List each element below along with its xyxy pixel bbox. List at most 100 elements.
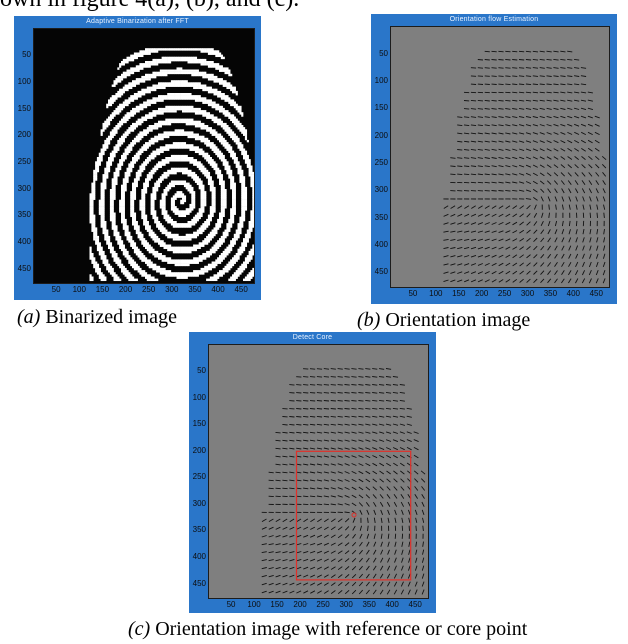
ridge-pixel (156, 218, 159, 222)
ridge-pixel (145, 48, 148, 51)
ridge-pixel (198, 208, 201, 211)
ridge-pixel (100, 150, 103, 154)
ridge-pixel (163, 135, 166, 139)
ridge-pixel (145, 148, 148, 151)
ridge-pixel (165, 257, 168, 260)
ridge-pixel (196, 148, 199, 151)
ridge-pixel (235, 257, 238, 260)
ridge-pixel (246, 276, 249, 279)
orientation-vector (595, 196, 599, 202)
ridge-pixel (219, 274, 222, 277)
ridge-pixel (124, 154, 127, 158)
ridge-pixel (235, 235, 238, 239)
ridge-pixel (141, 120, 144, 124)
orientation-vector (505, 116, 511, 118)
ridge-pixel (200, 165, 203, 168)
orientation-vector (491, 205, 497, 209)
ridge-pixel (132, 165, 135, 168)
ridge-pixel (161, 210, 164, 213)
ridge-pixel (111, 216, 114, 220)
ridge-pixel (220, 135, 223, 139)
ridge-pixel (206, 235, 209, 239)
ridge-pixel (165, 186, 168, 190)
ridge-pixel (148, 65, 151, 68)
ridge-pixel (141, 191, 144, 194)
ridge-pixel (167, 157, 170, 160)
orientation-vector (484, 148, 490, 151)
ridge-pixel (141, 212, 144, 215)
ridge-pixel (113, 174, 116, 177)
orientation-vector (553, 75, 559, 77)
ridge-pixel (126, 270, 129, 273)
ridge-pixel (113, 146, 116, 149)
ridge-pixel (150, 201, 153, 205)
ridge-pixel (222, 97, 225, 100)
orientation-vector (588, 155, 593, 161)
ridge-pixel (232, 242, 235, 245)
ridge-pixel (189, 110, 192, 113)
orientation-vector (323, 392, 330, 394)
ridge-pixel (143, 161, 146, 164)
ridge-pixel (220, 272, 223, 275)
ridge-pixel (113, 221, 116, 224)
orientation-vector (505, 83, 511, 86)
ridge-pixel (182, 169, 185, 173)
ridge-pixel (191, 146, 194, 149)
ridge-pixel (115, 180, 118, 183)
orientation-vector (560, 131, 566, 135)
orientation-vector (358, 439, 364, 442)
ridge-pixel (124, 114, 127, 117)
ridge-pixel (104, 146, 107, 149)
ridge-pixel (128, 233, 131, 237)
ridge-pixel (104, 225, 107, 228)
ridge-pixel (206, 127, 209, 130)
ridge-pixel (230, 152, 233, 156)
ridge-pixel (104, 223, 107, 226)
orientation-vector (560, 172, 566, 177)
orientation-vector (533, 204, 537, 210)
ridge-pixel (222, 210, 225, 213)
ridge-pixel (156, 216, 159, 220)
ridge-pixel (113, 178, 116, 181)
orientation-vector (470, 263, 477, 266)
ridge-pixel (248, 169, 251, 173)
ridge-pixel (235, 270, 238, 273)
ridge-pixel (158, 270, 161, 273)
ridge-pixel (146, 176, 149, 179)
ridge-pixel (122, 216, 125, 220)
ridge-pixel (126, 61, 129, 64)
orientation-vector (309, 423, 316, 426)
ridge-pixel (119, 90, 122, 94)
ridge-pixel (194, 99, 198, 102)
ridge-pixel (150, 248, 153, 252)
ridge-pixel (230, 182, 233, 186)
ridge-pixel (133, 157, 137, 160)
ridge-pixel (189, 221, 192, 224)
orientation-vector (309, 368, 316, 370)
ridge-pixel (169, 171, 172, 175)
orientation-vector (525, 198, 532, 200)
ridge-pixel (211, 61, 214, 64)
ridge-pixel (132, 191, 135, 194)
ridge-pixel (111, 195, 114, 198)
ridge-pixel (209, 161, 212, 164)
ridge-pixel (217, 221, 220, 224)
ridge-pixel (180, 250, 183, 254)
ridge-pixel (161, 229, 164, 232)
binarized-plot (33, 28, 255, 284)
ridge-pixel (132, 223, 135, 226)
ridge-pixel (150, 278, 153, 282)
ridge-pixel (156, 152, 159, 156)
ridge-pixel (143, 105, 146, 109)
orientation-vector (589, 253, 592, 259)
ridge-pixel (232, 176, 235, 179)
ridge-pixel (159, 270, 162, 273)
orientation-vector (303, 447, 309, 450)
ridge-pixel (189, 189, 192, 192)
ridge-pixel (141, 107, 144, 111)
ridge-pixel (220, 208, 223, 211)
ridge-pixel (102, 216, 105, 220)
ridge-pixel (206, 61, 209, 64)
ridge-pixel (187, 95, 190, 98)
ridge-pixel (182, 142, 185, 145)
